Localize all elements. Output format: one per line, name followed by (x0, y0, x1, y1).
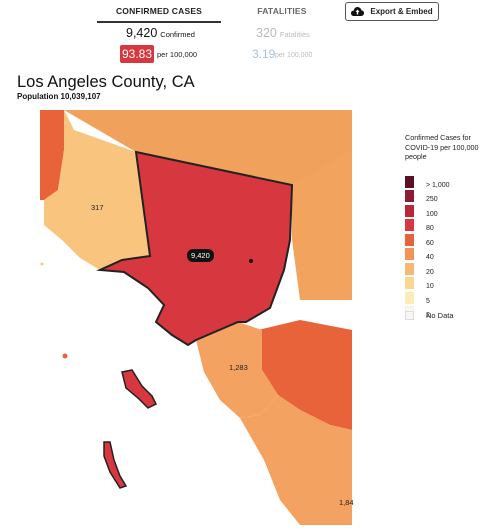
tab-confirmed-cases[interactable]: CONFIRMED CASES (115, 6, 203, 16)
legend-swatch (405, 233, 414, 246)
legend-swatch (405, 219, 414, 231)
tab-bar: CONFIRMED CASES FATALITIES Export & Embe… (0, 0, 500, 24)
la-city-marker (249, 259, 253, 263)
legend-tick-label: 40 (426, 254, 434, 261)
fatal-rate-value: 3.19 (252, 47, 276, 61)
tab-fatalities[interactable]: FATALITIES (257, 6, 307, 16)
county-kern[interactable] (64, 110, 352, 300)
map-label-orange: 1,283 (229, 363, 248, 372)
legend-tick-label: 60 (426, 239, 434, 247)
no-data-swatch (405, 311, 414, 320)
legend-swatch (405, 175, 414, 188)
legend-tick-label: 80 (426, 225, 434, 232)
legend-swatch (405, 262, 414, 275)
map-label-los-angeles: 9,420 (187, 249, 214, 262)
legend-swatch (405, 204, 414, 217)
legend-swatch (405, 190, 414, 202)
export-embed-label: Export & Embed (370, 7, 433, 16)
legend-scale: > 1,000 250 100 80 60 40 20 10 5 2 (405, 175, 495, 326)
map-label-san-diego: 1,84 (339, 498, 354, 507)
legend-tick-label: 20 (426, 268, 434, 276)
county-orange[interactable] (196, 322, 278, 418)
legend-tick-label: > 1,000 (426, 181, 450, 189)
island-santa-catalina[interactable] (121, 369, 158, 409)
legend-tick-label: 2 (426, 312, 430, 319)
legend-swatch (405, 277, 414, 289)
fatal-count: 320 Fatalities (256, 26, 310, 40)
export-embed-button[interactable]: Export & Embed (345, 2, 439, 21)
map-label-ventura: 317 (91, 203, 104, 212)
confirmed-rate-label: per 100,000 (157, 50, 198, 59)
fatal-word: Fatalities (279, 30, 310, 39)
cloud-upload-icon (351, 7, 365, 16)
county-riverside[interactable] (258, 320, 352, 430)
legend-tick-label: 10 (426, 283, 434, 290)
county-title: Los Angeles County, CA (17, 73, 195, 91)
map-legend: Confirmed Cases for COVID-19 per 100,000… (405, 133, 495, 326)
fatal-rate-label: per 100,000 (275, 52, 313, 59)
island-dot-small (40, 262, 44, 266)
confirmed-count: 9,420 Confirmed (126, 26, 195, 40)
county-san-bernardino[interactable] (292, 150, 352, 300)
confirmed-count-value: 9,420 (126, 26, 158, 40)
county-ventura[interactable] (44, 110, 150, 270)
legend-title: Confirmed Cases for COVID-19 per 100,000… (405, 133, 479, 161)
legend-no-data: No Data (405, 311, 454, 320)
island-dot (62, 353, 68, 359)
legend-tick-label: 250 (426, 196, 438, 203)
active-tab-indicator (97, 21, 221, 23)
county-los-angeles[interactable] (96, 150, 294, 347)
county-san-diego[interactable] (240, 395, 352, 525)
legend-tick-label: 5 (426, 297, 430, 305)
legend-swatch (405, 248, 414, 260)
island-san-clemente[interactable] (103, 441, 128, 489)
fatal-count-value: 320 (256, 26, 277, 40)
no-data-label: No Data (426, 311, 454, 320)
county-population: Population 10,039,107 (17, 92, 101, 101)
confirmed-rate-badge: 93.83 (120, 45, 154, 63)
legend-tick-label: 100 (426, 210, 438, 218)
county-santa-barbara[interactable] (40, 110, 64, 200)
confirmed-word: Confirmed (160, 30, 195, 39)
legend-swatch (405, 291, 414, 304)
